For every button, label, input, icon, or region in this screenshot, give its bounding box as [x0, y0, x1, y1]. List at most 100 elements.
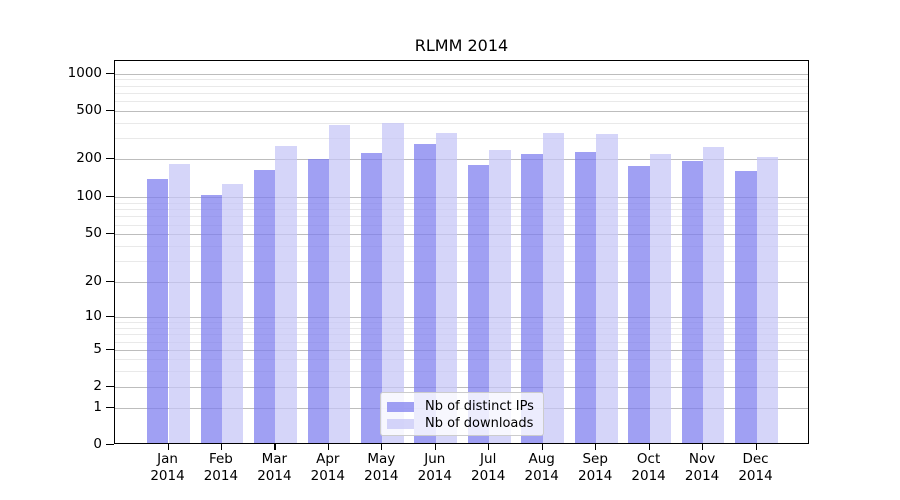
bar-distinct-ips-dec	[735, 171, 757, 443]
major-gridline	[115, 159, 808, 160]
bar-distinct-ips-jun	[414, 144, 436, 443]
y-tick-mark	[106, 72, 114, 74]
x-tick-month: Oct	[636, 451, 661, 467]
x-tick-label-aug: Aug 2014	[502, 451, 582, 484]
bar-distinct-ips-apr	[307, 159, 329, 443]
bar-downloads-aug	[542, 132, 565, 443]
bar-distinct-ips-oct	[628, 166, 650, 443]
plot-area	[114, 60, 809, 444]
x-tick-label-jan: Jan 2014	[128, 451, 208, 484]
bar-downloads-dec	[756, 156, 778, 443]
x-tick-label-mar: Mar 2014	[234, 451, 314, 484]
x-tick-year: 2014	[738, 467, 773, 484]
bar-distinct-ips-nov	[681, 160, 704, 443]
x-tick-mark	[755, 444, 757, 450]
x-tick-mark	[541, 444, 543, 450]
minor-gridline	[115, 202, 808, 204]
legend: Nb of distinct IPs Nb of downloads	[380, 392, 544, 436]
chart-title: RLMM 2014	[414, 36, 509, 55]
x-tick-month: Aug	[528, 451, 555, 467]
x-tick-mark	[167, 444, 169, 450]
x-tick-label-apr: Apr 2014	[288, 451, 368, 484]
y-tick-mark	[106, 158, 114, 160]
bar-downloads-nov	[703, 146, 725, 443]
x-tick-year: 2014	[417, 467, 452, 484]
bar-distinct-ips-sep	[574, 151, 597, 443]
y-tick-label-20: 20	[84, 272, 102, 289]
y-tick-label-2: 2	[93, 378, 102, 394]
x-tick-year: 2014	[471, 467, 506, 484]
major-gridline	[115, 350, 808, 352]
bar-distinct-ips-may	[360, 152, 383, 443]
minor-gridline	[115, 92, 808, 94]
y-tick-label-1000: 1000	[67, 64, 102, 81]
minor-gridline	[115, 341, 808, 343]
legend-label: Nb of downloads	[425, 416, 534, 431]
y-tick-label-1: 1	[93, 398, 102, 415]
minor-gridline	[115, 85, 808, 87]
minor-gridline	[115, 322, 808, 324]
y-tick-label-100: 100	[76, 188, 102, 205]
minor-gridline	[115, 327, 808, 329]
y-tick-mark	[106, 280, 114, 282]
major-gridline	[115, 281, 808, 283]
minor-gridline	[115, 216, 808, 218]
x-tick-mark	[702, 444, 704, 450]
bar-distinct-ips-aug	[521, 154, 543, 443]
bar-downloads-mar	[275, 146, 297, 443]
major-gridline	[115, 387, 808, 388]
minor-gridline	[115, 245, 808, 247]
major-gridline	[115, 197, 808, 199]
x-tick-label-may: May 2014	[341, 451, 421, 484]
major-gridline	[115, 73, 808, 75]
bar-distinct-ips-jul	[467, 165, 490, 443]
bar-distinct-ips-feb	[200, 195, 222, 443]
x-tick-year: 2014	[203, 467, 239, 484]
x-tick-month: Jun	[424, 451, 446, 467]
x-tick-mark	[648, 444, 650, 450]
bar-downloads-feb	[221, 183, 244, 443]
bar-downloads-apr	[328, 124, 351, 443]
y-tick-label-10: 10	[84, 308, 102, 324]
x-tick-label-nov: Nov 2014	[662, 451, 742, 484]
x-tick-month: Sep	[582, 451, 608, 467]
y-tick-mark	[106, 444, 114, 446]
major-gridline	[115, 317, 808, 318]
y-tick-mark	[106, 233, 114, 235]
y-tick-label-5: 5	[93, 341, 102, 358]
x-tick-year: 2014	[310, 467, 345, 484]
x-tick-month: Apr	[316, 451, 340, 467]
x-tick-label-jul: Jul 2014	[448, 451, 528, 484]
x-tick-month: Jul	[480, 451, 497, 467]
x-tick-month: Dec	[742, 451, 769, 467]
y-tick-label-500: 500	[76, 102, 102, 118]
bar-downloads-sep	[596, 134, 618, 443]
x-tick-year: 2014	[150, 467, 185, 484]
y-tick-mark	[106, 406, 114, 408]
legend-swatch-distinct-ips	[387, 401, 414, 412]
x-tick-year: 2014	[631, 467, 666, 484]
x-tick-mark	[595, 444, 597, 450]
x-tick-year: 2014	[524, 467, 559, 484]
x-tick-month: Feb	[208, 451, 233, 467]
x-tick-month: Mar	[261, 451, 288, 467]
y-tick-mark	[106, 386, 114, 388]
minor-gridline	[115, 334, 808, 336]
bar-downloads-may	[382, 123, 404, 443]
y-tick-mark	[106, 316, 114, 318]
bar-downloads-jan	[168, 164, 190, 443]
minor-gridline	[115, 101, 808, 103]
legend-row: Nb of downloads	[387, 415, 535, 432]
x-tick-label-sep: Sep 2014	[555, 451, 635, 484]
x-tick-label-dec: Dec 2014	[716, 451, 796, 484]
major-gridline	[115, 234, 808, 236]
y-tick-mark	[106, 349, 114, 351]
minor-gridline	[115, 359, 808, 361]
x-tick-month: Jan	[157, 451, 178, 467]
y-tick-label-200: 200	[76, 150, 102, 166]
x-tick-mark	[274, 444, 276, 450]
bar-downloads-oct	[649, 153, 671, 443]
minor-gridline	[115, 209, 808, 211]
y-tick-label-0: 0	[93, 436, 102, 452]
